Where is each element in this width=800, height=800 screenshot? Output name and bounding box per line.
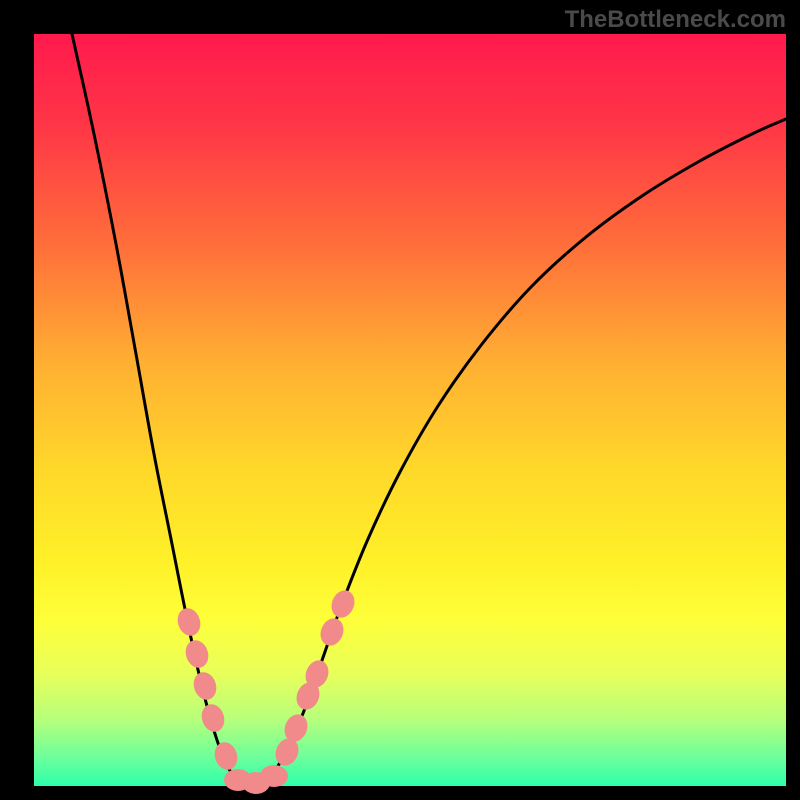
chart-wrapper: TheBottleneck.com xyxy=(0,0,800,800)
plot-area xyxy=(34,34,786,786)
data-marker xyxy=(211,739,241,772)
data-marker xyxy=(198,701,228,734)
data-marker xyxy=(190,669,220,702)
data-marker xyxy=(328,587,359,621)
data-marker xyxy=(182,637,212,670)
data-marker xyxy=(174,605,204,638)
data-marker xyxy=(317,615,348,649)
curve-svg xyxy=(34,34,786,786)
watermark-label: TheBottleneck.com xyxy=(565,6,786,34)
data-marker xyxy=(260,765,288,787)
bottleneck-curve xyxy=(72,34,786,785)
